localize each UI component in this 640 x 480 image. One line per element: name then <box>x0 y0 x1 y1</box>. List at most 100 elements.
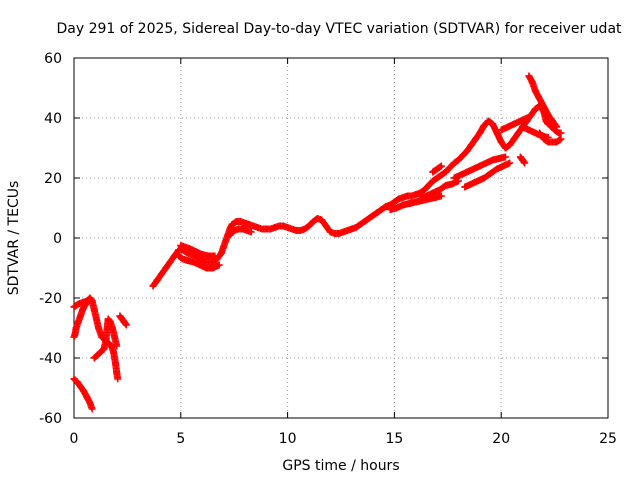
data-point <box>506 141 514 149</box>
data-point <box>153 276 161 284</box>
data-point <box>435 186 443 194</box>
data-point <box>523 114 531 122</box>
data-point <box>71 330 79 338</box>
data-point <box>476 162 484 170</box>
data-point <box>179 255 187 263</box>
data-point <box>378 206 386 213</box>
data-point <box>209 258 217 266</box>
data-point <box>335 230 343 237</box>
data-point <box>416 195 424 203</box>
y-tick-label: 20 <box>44 171 62 187</box>
x-tick-label: 15 <box>385 431 403 447</box>
data-point <box>183 249 191 257</box>
data-point <box>76 383 84 390</box>
data-point <box>271 224 279 231</box>
data-point <box>548 117 556 125</box>
data-point <box>74 318 82 326</box>
data-point <box>521 159 529 167</box>
data-point <box>519 123 527 131</box>
data-point <box>535 93 543 101</box>
data-point <box>489 120 497 128</box>
data-point <box>228 221 236 228</box>
trace-marker <box>84 298 92 306</box>
x-axis-label: GPS time / hours <box>282 458 399 474</box>
data-point <box>365 215 373 222</box>
data-point <box>288 225 296 233</box>
data-point <box>92 315 100 323</box>
data-point <box>110 348 118 356</box>
data-point <box>70 303 78 311</box>
data-point <box>467 180 475 188</box>
data-point <box>185 245 193 252</box>
data-point <box>448 180 456 188</box>
data-point <box>469 165 477 173</box>
data-point <box>557 129 565 137</box>
data-point <box>348 225 356 233</box>
data-point <box>230 227 238 234</box>
data-point <box>158 270 166 278</box>
grid-lines <box>74 58 608 418</box>
data-point <box>114 375 122 383</box>
data-point <box>318 216 326 224</box>
data-point <box>314 215 322 222</box>
data-point <box>86 399 94 407</box>
data-point <box>309 218 317 225</box>
data-point <box>405 200 413 207</box>
data-point <box>425 182 433 189</box>
data-point <box>450 159 458 167</box>
chart-title: Day 291 of 2025, Sidereal Day-to-day VTE… <box>56 21 622 37</box>
data-point <box>531 129 539 137</box>
data-point <box>501 153 509 161</box>
data-point <box>437 171 445 179</box>
data-point <box>112 360 120 368</box>
data-point <box>493 129 501 137</box>
data-point <box>510 135 518 143</box>
data-point <box>177 242 185 249</box>
y-axis-label: SDTVAR / TECUs <box>6 181 22 296</box>
data-point <box>495 155 503 162</box>
data-point <box>108 324 116 332</box>
data-point <box>202 264 210 272</box>
data-point <box>73 378 81 386</box>
data-point <box>525 126 533 134</box>
data-point <box>480 122 488 129</box>
data-point <box>399 194 407 201</box>
data-point <box>463 168 471 176</box>
y-tick-label: -20 <box>39 291 62 307</box>
data-point <box>527 111 535 119</box>
data-point <box>474 177 482 185</box>
data-point <box>525 72 533 80</box>
data-point <box>102 336 110 344</box>
data-point <box>544 134 552 141</box>
data-point <box>267 225 275 233</box>
data-point <box>352 224 360 231</box>
data-point <box>476 129 484 137</box>
y-tick-label: 40 <box>44 111 62 127</box>
tick-labels: 0 5 10 15 20 25 -60 -40 -20 0 20 40 60 <box>39 51 617 447</box>
data-point <box>279 222 287 230</box>
data-point <box>220 243 228 251</box>
data-point <box>395 195 403 203</box>
data-point <box>100 345 108 353</box>
x-tick-label: 10 <box>279 431 297 447</box>
data-point <box>442 182 450 189</box>
data-point <box>183 257 191 264</box>
data-point <box>76 312 84 320</box>
data-point <box>83 393 91 401</box>
data-point <box>247 228 255 236</box>
data-point <box>326 228 334 236</box>
data-point <box>437 192 445 200</box>
data-point <box>301 225 309 233</box>
x-tick-label: 5 <box>176 431 185 447</box>
data-point <box>544 111 552 119</box>
data-marks <box>70 72 565 413</box>
y-tick-label: 0 <box>53 231 62 247</box>
data-point <box>461 183 469 191</box>
data-point <box>95 324 103 332</box>
data-point <box>192 248 200 255</box>
data-point <box>181 243 189 251</box>
data-point <box>198 251 206 258</box>
x-tick-label: 20 <box>492 431 510 447</box>
data-point <box>386 206 394 213</box>
